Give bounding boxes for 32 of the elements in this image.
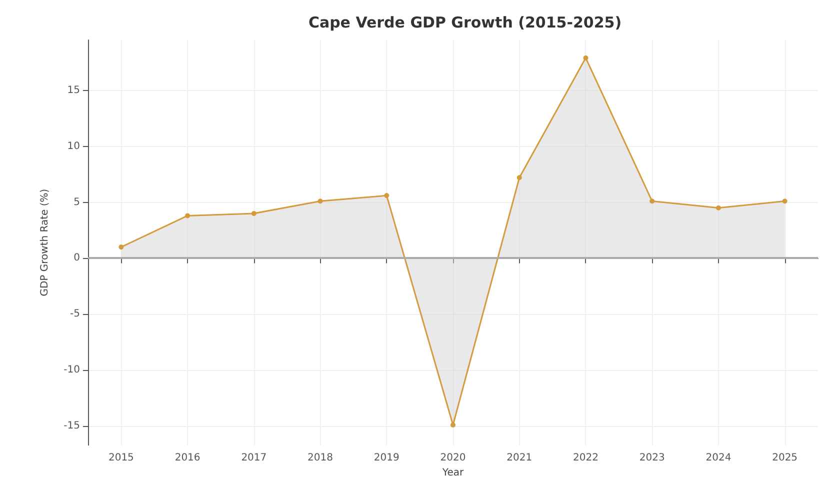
x-tick-label: 2022 — [573, 452, 598, 464]
y-tick-label: 10 — [67, 140, 80, 152]
x-tick-label: 2021 — [506, 452, 532, 464]
point — [516, 175, 522, 180]
y-tick-label: -15 — [64, 420, 80, 432]
x-tick-label: 2025 — [772, 452, 798, 464]
x-tick-label: 2024 — [706, 452, 732, 464]
x-tick-label: 2019 — [374, 452, 400, 464]
y-tick-label: -10 — [64, 364, 80, 376]
point — [251, 210, 256, 216]
x-tick-label: 2018 — [308, 452, 333, 464]
chart-title: Cape Verde GDP Growth (2015-2025) — [308, 14, 622, 32]
point — [318, 198, 323, 204]
point — [716, 205, 721, 210]
y-tick-label: -5 — [70, 308, 80, 320]
y-tick-label: 15 — [67, 84, 80, 96]
point — [118, 244, 124, 250]
x-tick-label: 2023 — [639, 452, 665, 464]
point — [650, 198, 655, 204]
point — [782, 198, 788, 204]
point — [384, 193, 390, 198]
y-axis-title: GDP Growth Rate (%) — [40, 188, 50, 296]
x-axis-title: Year — [441, 468, 464, 478]
x-tick-label: 2015 — [108, 452, 134, 464]
y-tick-label: 0 — [74, 252, 80, 264]
x-tick-label: 2017 — [241, 452, 267, 464]
point — [450, 422, 456, 428]
y-tick-label: 5 — [74, 196, 80, 208]
point — [583, 55, 588, 60]
x-tick-label: 2020 — [440, 452, 466, 464]
point — [185, 213, 190, 218]
x-tick-label: 2016 — [174, 452, 200, 464]
